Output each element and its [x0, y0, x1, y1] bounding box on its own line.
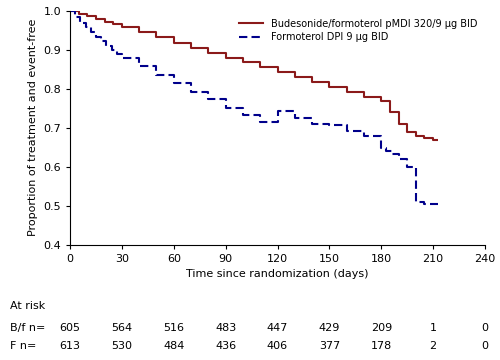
Text: 209: 209 — [370, 323, 392, 333]
Formoterol DPI 9 μg BID — [88, 30, 94, 34]
Budesonide/formoterol pMDI 320/9 μg BID — [430, 138, 436, 142]
Legend: Budesonide/formoterol pMDI 320/9 μg BID, Formoterol DPI 9 μg BID: Budesonide/formoterol pMDI 320/9 μg BID,… — [236, 16, 480, 45]
Text: 377: 377 — [319, 341, 340, 351]
Text: 0: 0 — [482, 323, 488, 333]
Budesonide/formoterol pMDI 320/9 μg BID — [84, 12, 90, 16]
Formoterol DPI 9 μg BID — [422, 202, 428, 206]
Formoterol DPI 9 μg BID — [67, 9, 73, 13]
Text: 605: 605 — [60, 323, 80, 333]
Text: 178: 178 — [370, 341, 392, 351]
Line: Budesonide/formoterol pMDI 320/9 μg BID: Budesonide/formoterol pMDI 320/9 μg BID — [70, 11, 438, 140]
Text: 447: 447 — [267, 323, 288, 333]
Formoterol DPI 9 μg BID — [378, 146, 384, 150]
Formoterol DPI 9 μg BID — [188, 81, 194, 86]
Text: F n=: F n= — [10, 341, 36, 351]
Budesonide/formoterol pMDI 320/9 μg BID — [76, 12, 82, 16]
Budesonide/formoterol pMDI 320/9 μg BID — [154, 30, 160, 35]
Text: 564: 564 — [112, 323, 132, 333]
Text: 484: 484 — [163, 341, 184, 351]
Text: 483: 483 — [215, 323, 236, 333]
Text: 613: 613 — [60, 341, 80, 351]
Text: 429: 429 — [318, 323, 340, 333]
X-axis label: Time since randomization (days): Time since randomization (days) — [186, 269, 369, 279]
Text: 406: 406 — [267, 341, 288, 351]
Text: 436: 436 — [215, 341, 236, 351]
Y-axis label: Proportion of treatment and event-free: Proportion of treatment and event-free — [28, 19, 38, 237]
Text: 1: 1 — [430, 323, 436, 333]
Budesonide/formoterol pMDI 320/9 μg BID — [67, 9, 73, 13]
Formoterol DPI 9 μg BID — [436, 202, 442, 206]
Formoterol DPI 9 μg BID — [206, 97, 212, 102]
Text: B/f n=: B/f n= — [10, 323, 46, 333]
Budesonide/formoterol pMDI 320/9 μg BID — [222, 55, 228, 60]
Budesonide/formoterol pMDI 320/9 μg BID — [344, 89, 349, 94]
Formoterol DPI 9 μg BID — [93, 34, 99, 39]
Text: 530: 530 — [112, 341, 132, 351]
Budesonide/formoterol pMDI 320/9 μg BID — [436, 138, 442, 142]
Budesonide/formoterol pMDI 320/9 μg BID — [361, 89, 367, 94]
Line: Formoterol DPI 9 μg BID: Formoterol DPI 9 μg BID — [70, 11, 438, 204]
Text: 0: 0 — [482, 341, 488, 351]
Text: 516: 516 — [164, 323, 184, 333]
Text: 2: 2 — [430, 341, 436, 351]
Text: At risk: At risk — [10, 301, 45, 311]
Formoterol DPI 9 μg BID — [422, 200, 428, 204]
